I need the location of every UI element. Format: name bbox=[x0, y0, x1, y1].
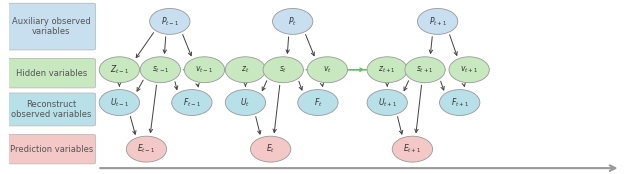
Ellipse shape bbox=[225, 90, 266, 116]
Ellipse shape bbox=[367, 57, 408, 83]
Ellipse shape bbox=[250, 136, 291, 162]
Ellipse shape bbox=[273, 9, 313, 34]
Text: Prediction variables: Prediction variables bbox=[10, 145, 93, 154]
FancyBboxPatch shape bbox=[7, 93, 95, 126]
Ellipse shape bbox=[140, 57, 180, 83]
Ellipse shape bbox=[150, 9, 190, 34]
Text: $U_t$: $U_t$ bbox=[241, 96, 250, 109]
Text: $v_{t+1}$: $v_{t+1}$ bbox=[460, 65, 478, 75]
Text: $F_{t-1}$: $F_{t-1}$ bbox=[183, 96, 201, 109]
Ellipse shape bbox=[298, 90, 338, 116]
FancyBboxPatch shape bbox=[7, 3, 95, 50]
Ellipse shape bbox=[99, 57, 140, 83]
Text: Hidden variables: Hidden variables bbox=[16, 69, 87, 78]
Ellipse shape bbox=[307, 57, 348, 83]
Text: $U_{t-1}$: $U_{t-1}$ bbox=[110, 96, 129, 109]
Text: $z_{t+1}$: $z_{t+1}$ bbox=[378, 65, 396, 75]
Text: $v_{t-1}$: $v_{t-1}$ bbox=[195, 65, 214, 75]
Text: $F_{t+1}$: $F_{t+1}$ bbox=[451, 96, 468, 109]
Text: $s_t$: $s_t$ bbox=[279, 65, 287, 75]
Text: $P_{t+1}$: $P_{t+1}$ bbox=[429, 15, 447, 28]
Text: $E_t$: $E_t$ bbox=[266, 143, 275, 155]
Text: $z_t$: $z_t$ bbox=[241, 65, 250, 75]
Text: $Z_{t-1}$: $Z_{t-1}$ bbox=[110, 64, 129, 76]
Text: $s_{t+1}$: $s_{t+1}$ bbox=[416, 65, 434, 75]
Ellipse shape bbox=[405, 57, 445, 83]
Ellipse shape bbox=[449, 57, 490, 83]
Ellipse shape bbox=[417, 9, 458, 34]
Text: $E_{t+1}$: $E_{t+1}$ bbox=[403, 143, 422, 155]
Ellipse shape bbox=[367, 90, 408, 116]
FancyBboxPatch shape bbox=[7, 58, 95, 88]
Text: $v_t$: $v_t$ bbox=[323, 65, 332, 75]
Text: $F_t$: $F_t$ bbox=[314, 96, 322, 109]
Ellipse shape bbox=[440, 90, 480, 116]
Ellipse shape bbox=[392, 136, 433, 162]
Ellipse shape bbox=[225, 57, 266, 83]
Text: $P_{t-1}$: $P_{t-1}$ bbox=[161, 15, 179, 28]
Ellipse shape bbox=[99, 90, 140, 116]
Ellipse shape bbox=[184, 57, 225, 83]
FancyBboxPatch shape bbox=[7, 135, 95, 164]
Text: $E_{t-1}$: $E_{t-1}$ bbox=[138, 143, 156, 155]
Text: $P_t$: $P_t$ bbox=[288, 15, 297, 28]
Text: Reconstruct
observed variables: Reconstruct observed variables bbox=[11, 100, 92, 119]
Ellipse shape bbox=[263, 57, 303, 83]
Ellipse shape bbox=[172, 90, 212, 116]
Text: Auxiliary observed
variables: Auxiliary observed variables bbox=[12, 17, 91, 36]
Text: $s_{t-1}$: $s_{t-1}$ bbox=[152, 65, 169, 75]
Ellipse shape bbox=[126, 136, 166, 162]
Text: $U_{t+1}$: $U_{t+1}$ bbox=[378, 96, 397, 109]
